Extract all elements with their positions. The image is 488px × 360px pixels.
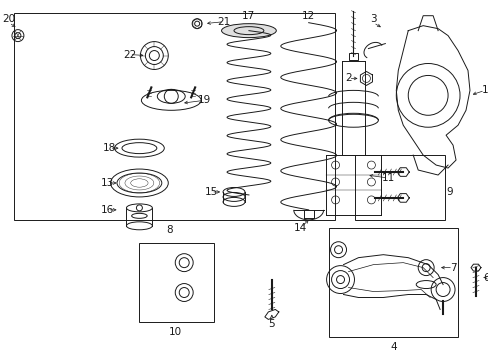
Text: 19: 19 — [197, 95, 210, 105]
Text: 18: 18 — [102, 143, 116, 153]
Text: 4: 4 — [389, 342, 396, 352]
Text: 14: 14 — [293, 223, 306, 233]
Bar — [355, 155, 444, 220]
Text: 10: 10 — [168, 327, 182, 337]
Text: 12: 12 — [302, 11, 315, 21]
Text: 1: 1 — [481, 85, 487, 95]
Text: 9: 9 — [446, 187, 452, 197]
Text: 2: 2 — [345, 73, 351, 84]
Bar — [348, 53, 358, 59]
Text: 20: 20 — [2, 14, 16, 24]
Bar — [328, 228, 457, 337]
Ellipse shape — [131, 213, 147, 218]
Text: 15: 15 — [204, 187, 217, 197]
Ellipse shape — [126, 222, 152, 230]
Text: 5: 5 — [268, 319, 275, 329]
Text: 3: 3 — [369, 14, 376, 24]
Text: 13: 13 — [101, 178, 114, 188]
Text: 11: 11 — [381, 173, 394, 183]
Text: 17: 17 — [242, 11, 255, 21]
Text: 6: 6 — [483, 273, 488, 283]
Ellipse shape — [126, 204, 152, 212]
Text: 21: 21 — [217, 17, 230, 27]
Text: 8: 8 — [165, 225, 172, 235]
Bar — [139, 243, 214, 323]
Bar — [14, 13, 334, 220]
Text: 22: 22 — [122, 50, 136, 59]
Text: 7: 7 — [449, 263, 455, 273]
Text: 16: 16 — [101, 205, 114, 215]
Ellipse shape — [221, 24, 276, 37]
